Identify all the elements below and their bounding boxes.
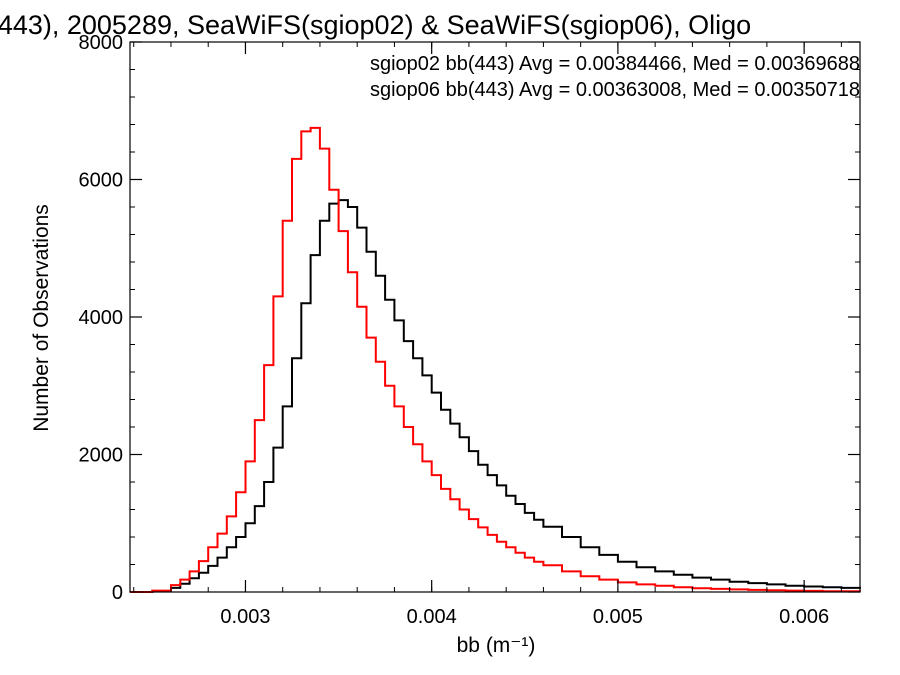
y-axis-label: Number of Observations: [30, 204, 53, 432]
y-tick-label: 0: [112, 582, 123, 604]
x-axis-label: bb (m⁻¹): [457, 634, 536, 657]
y-tick-label: 4000: [79, 307, 124, 329]
x-tick-label: 0.005: [593, 606, 643, 628]
annotation-sgiop06: sgiop06 bb(443) Avg = 0.00363008, Med = …: [370, 79, 860, 101]
annotation-sgiop02: sgiop02 bb(443) Avg = 0.00384466, Med = …: [370, 53, 860, 75]
y-tick-label: 6000: [79, 170, 124, 192]
series-layer: [130, 126, 861, 593]
x-tick-label: 0.004: [407, 606, 457, 628]
series-line-1: [130, 126, 861, 593]
plot-frame: [129, 41, 861, 593]
x-tick-label: 0.003: [220, 606, 270, 628]
y-tick-label: 2000: [79, 445, 124, 467]
series-line-0: [130, 199, 861, 593]
y-tick-label: 8000: [79, 32, 124, 54]
axes-layer: 0.003 0.004 0.005 0.006 0 2000 4000 6000 8000: [79, 32, 861, 628]
chart-title: bb(443), 2005289, SeaWiFS(sgiop02) & Sea…: [0, 10, 751, 40]
x-tick-label: 0.006: [779, 606, 829, 628]
